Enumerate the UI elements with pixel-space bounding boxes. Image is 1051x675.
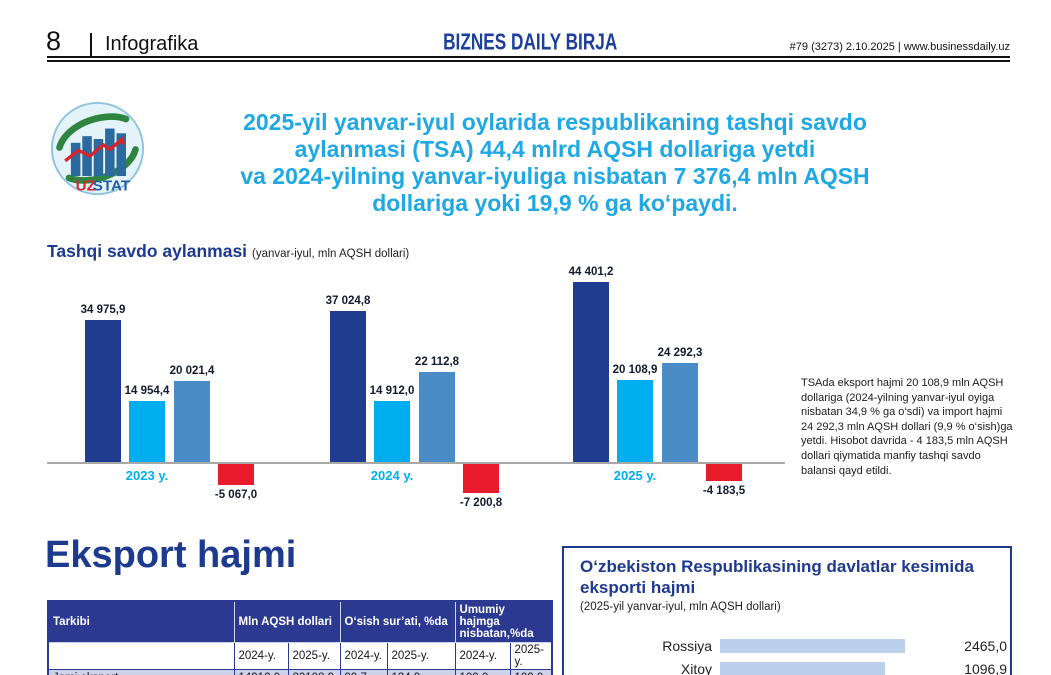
headline-line: va 2024-yilning yanvar-iyuliga nisbatan …	[240, 163, 870, 189]
headline-line: 2025-yil yanvar-iyul oylarida respublika…	[243, 109, 867, 135]
chart-title-text: Tashqi savdo aylanmasi	[47, 241, 248, 261]
chart-bar	[463, 464, 499, 493]
header-divider	[90, 33, 92, 57]
uzstat-logo: UZ STAT	[50, 101, 145, 196]
issue-info: #79 (3273) 2.10.2025 | www.businessdaily…	[789, 41, 1010, 53]
logo-text-stat: STAT	[93, 177, 131, 194]
note-line: nisbatan 34,9 % ga o‘sdi) va import hajm…	[801, 406, 1003, 419]
col-header-mln: Mln AQSH dollari	[233, 600, 341, 643]
table-cell: 100,0	[454, 669, 511, 675]
page-number: 8	[46, 26, 62, 56]
note-line: dollari qiymatida manfiy tashqi savdo	[801, 449, 981, 462]
chart-value-label: 44 401,2	[568, 266, 614, 278]
chart-value-label: -7 200,8	[459, 497, 503, 509]
uzstat-logo-icon: UZ STAT	[50, 101, 145, 196]
col-header-osish: O‘sish sur’ati, %da	[339, 600, 456, 643]
panel-country-bar	[720, 662, 885, 675]
masthead-wrap: BIZNES DAILY BIRJA	[350, 29, 710, 56]
table-cell: 100,0	[509, 669, 553, 675]
chart-bar	[419, 372, 455, 462]
chart-value-label: 37 024,8	[325, 295, 371, 307]
table-subheader-cell: 2025-y.	[509, 642, 553, 670]
chart-value-label: 20 108,9	[612, 364, 658, 376]
table-header-row: Tarkibi Mln AQSH dollari O‘sish sur’ati,…	[47, 600, 553, 643]
chart-bar	[662, 363, 698, 462]
chart-value-label: 34 975,9	[80, 304, 126, 316]
country-export-panel: O‘zbekiston Respublikasining davlatlar k…	[562, 546, 1012, 675]
headline-line: aylanmasi (TSA) 44,4 mlrd AQSH dollariga…	[294, 136, 816, 162]
chart-bar	[174, 381, 210, 462]
chart-title: Tashqi savdo aylanmasi (yanvar-iyul, mln …	[47, 241, 409, 262]
chart-bar	[374, 401, 410, 462]
table-subheader-row: 2024-y. 2025-y. 2024-y. 2025-y. 2024-y. 2025-…	[47, 642, 553, 670]
panel-country-value: 2465,0	[964, 638, 1007, 654]
chart-value-label: -5 067,0	[214, 489, 258, 501]
chart-bar	[129, 401, 165, 462]
chart-bar	[706, 464, 742, 481]
note-line: yetdi. Hisobot davrida - 4 183,5 mln AQS…	[801, 435, 1008, 448]
table-cell: 134,9	[386, 669, 456, 675]
chart-year-label: 2024 y.	[370, 468, 414, 483]
table-row-label: Jami eksport	[47, 669, 235, 675]
header-rule-top	[47, 56, 1010, 58]
panel-title: O‘zbekiston Respublikasining davlatlar k…	[580, 557, 974, 597]
col-header-tarkibi: Tarkibi	[47, 600, 235, 643]
chart-value-label: 24 292,3	[657, 347, 703, 359]
table-subheader-cell: 2025-y.	[287, 642, 341, 670]
col-header-umumiy: Umumiy hajmga nisbatan,%da	[454, 600, 553, 643]
headline-line: dollariga yoki 19,9 % ga ko‘paydi.	[372, 190, 738, 216]
table-subheader-cell: 2024-y.	[339, 642, 388, 670]
panel-country-bar	[720, 639, 905, 653]
panel-subtitle: (2025-yil yanvar-iyul, mln AQSH dollari)	[580, 601, 781, 613]
chart-bar	[573, 282, 609, 462]
export-table: Tarkibi Mln AQSH dollari O‘sish sur’ati,…	[47, 600, 554, 675]
table-cell: 99,7	[339, 669, 388, 675]
masthead-title: BIZNES DAILY BIRJA	[442, 29, 618, 56]
chart-value-label: 20 021,4	[169, 365, 215, 377]
logo-text-uz: UZ	[76, 177, 96, 194]
panel-country-label: Rossiya	[662, 638, 712, 654]
chart-value-label: -4 183,5	[702, 485, 746, 497]
export-section-title: Eksport hajmi	[45, 534, 297, 576]
note-line: 24 292,3 mln AQSH dollari (9,9 % o‘sish)…	[801, 420, 1013, 433]
chart-bar	[617, 380, 653, 462]
chart-note: TSAda eksport hajmi 20 108,9 mln AQSH dol…	[801, 376, 1021, 478]
headline: 2025-yil yanvar-iyul oylarida respublika…	[140, 109, 970, 217]
note-line: TSAda eksport hajmi 20 108,9 mln AQSH	[801, 377, 1004, 389]
chart-axis-line	[47, 462, 785, 464]
note-line: balansi qayd etildi.	[801, 464, 892, 477]
panel-country-label: Xitoy	[680, 661, 712, 675]
table-subheader-cell: 2025-y.	[386, 642, 456, 670]
chart-bar	[330, 311, 366, 462]
table-row: Jami eksport14912,020108,999,7134,9100,0…	[47, 669, 553, 675]
header-rule-bottom	[47, 60, 1010, 62]
chart-year-label: 2023 y.	[125, 468, 169, 483]
table-subheader-cell: 2024-y.	[233, 642, 289, 670]
chart-bar	[85, 320, 121, 462]
chart-value-label: 22 112,8	[414, 356, 460, 368]
panel-country-value: 1096,9	[964, 661, 1007, 675]
table-subheader-cell: 2024-y.	[454, 642, 511, 670]
chart-bar	[218, 464, 254, 485]
subheader-empty-cell	[47, 642, 235, 670]
chart-value-label: 14 912,0	[369, 385, 415, 397]
section-title: Infografika	[105, 33, 199, 55]
note-line: dollariga (2024-yilning yanvar-iyul oyig…	[801, 391, 995, 404]
chart-subtitle: (yanvar-iyul, mln AQSH dollari)	[252, 248, 410, 260]
chart-year-label: 2025 y.	[613, 468, 657, 483]
chart-value-label: 14 954,4	[124, 385, 170, 397]
